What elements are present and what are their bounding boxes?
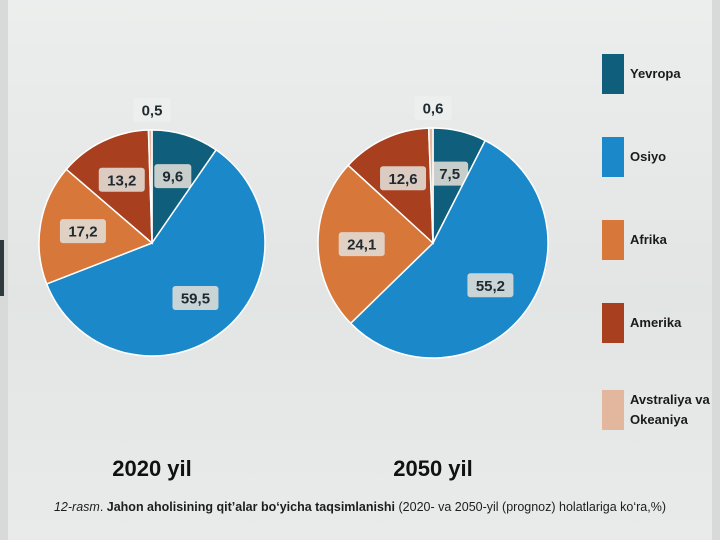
figure-caption: 12-rasm. Jahon aholisining qit’alar bo‘y…	[0, 500, 720, 514]
right-edge-bar	[712, 0, 720, 540]
data-label-text: 17,2	[68, 224, 97, 241]
left-edge-bar	[0, 0, 8, 540]
legend-label-afrika: Afrika	[630, 232, 667, 247]
data-label-2020-avstraliya: 0,5	[133, 98, 171, 122]
slice-2020-avstraliya	[147, 129, 153, 244]
data-label-2020-yevropa: 9,6	[154, 164, 192, 189]
data-label-2050-amerika: 12,6	[380, 166, 427, 191]
caption-separator: .	[99, 500, 107, 514]
data-label-text: 0,5	[142, 103, 163, 120]
data-label-box	[467, 273, 514, 298]
data-label-box	[172, 285, 219, 310]
caption-rest: (2020- va 2050-yil (prognoz) holatlariga…	[398, 500, 667, 514]
slice-2050-avstraliya	[427, 127, 434, 244]
data-label-2050-afrika: 24,1	[338, 232, 385, 257]
chart-title-2050: 2050 yil	[393, 456, 473, 481]
data-label-box	[380, 166, 427, 191]
data-label-box	[338, 232, 385, 257]
caption-title: Jahon aholisining qit’alar bo‘yicha taqs…	[106, 500, 396, 514]
data-label-box	[431, 161, 469, 186]
data-label-text: 9,6	[162, 169, 183, 186]
legend-label-yevropa: Yevropa	[630, 66, 681, 81]
data-label-box	[133, 98, 171, 122]
legend-label-amerika: Amerika	[630, 315, 682, 330]
data-label-text: 13,2	[107, 172, 136, 189]
data-label-text: 55,2	[476, 278, 505, 295]
edge-mark	[0, 240, 4, 296]
data-label-box	[414, 96, 452, 120]
data-label-2020-osiyo: 59,5	[172, 285, 219, 310]
data-label-2050-yevropa: 7,5	[431, 161, 469, 186]
legend-swatch-yevropa	[602, 54, 624, 94]
data-label-2020-afrika: 17,2	[59, 219, 106, 244]
chart-title-2020: 2020 yil	[112, 456, 192, 481]
data-label-text: 7,5	[439, 166, 460, 183]
data-label-2050-avstraliya: 0,6	[414, 96, 452, 120]
data-label-box	[154, 164, 192, 189]
legend-swatch-osiyo	[602, 137, 624, 177]
legend-swatch-avstraliya	[602, 390, 624, 430]
data-label-text: 0,6	[423, 101, 444, 118]
data-label-2020-amerika: 13,2	[98, 167, 145, 192]
legend-label-avstraliya: Avstraliya va Okeaniya	[630, 392, 710, 427]
data-label-box	[59, 219, 106, 244]
data-label-text: 59,5	[181, 290, 210, 307]
data-label-text: 24,1	[347, 237, 376, 254]
data-label-2050-osiyo: 55,2	[467, 273, 514, 298]
legend-swatch-afrika	[602, 220, 624, 260]
data-label-box	[98, 167, 145, 192]
slice-2050-osiyo	[349, 139, 549, 359]
caption-figure-number: 12-rasm	[53, 500, 100, 514]
legend-label-osiyo: Osiyo	[630, 149, 667, 164]
legend-swatch-amerika	[602, 303, 624, 343]
data-label-text: 12,6	[388, 171, 417, 188]
